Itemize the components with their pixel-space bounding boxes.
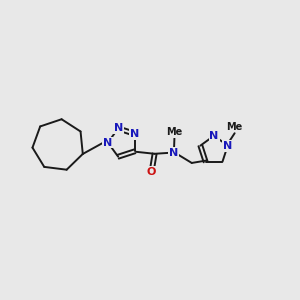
Text: Me: Me	[226, 122, 243, 132]
Text: Me: Me	[166, 127, 182, 137]
Text: N: N	[169, 148, 178, 158]
Text: N: N	[113, 123, 123, 134]
Text: O: O	[147, 167, 156, 177]
Text: N: N	[103, 138, 112, 148]
Text: N: N	[130, 129, 140, 139]
Text: N: N	[209, 131, 219, 141]
Text: N: N	[223, 141, 232, 151]
